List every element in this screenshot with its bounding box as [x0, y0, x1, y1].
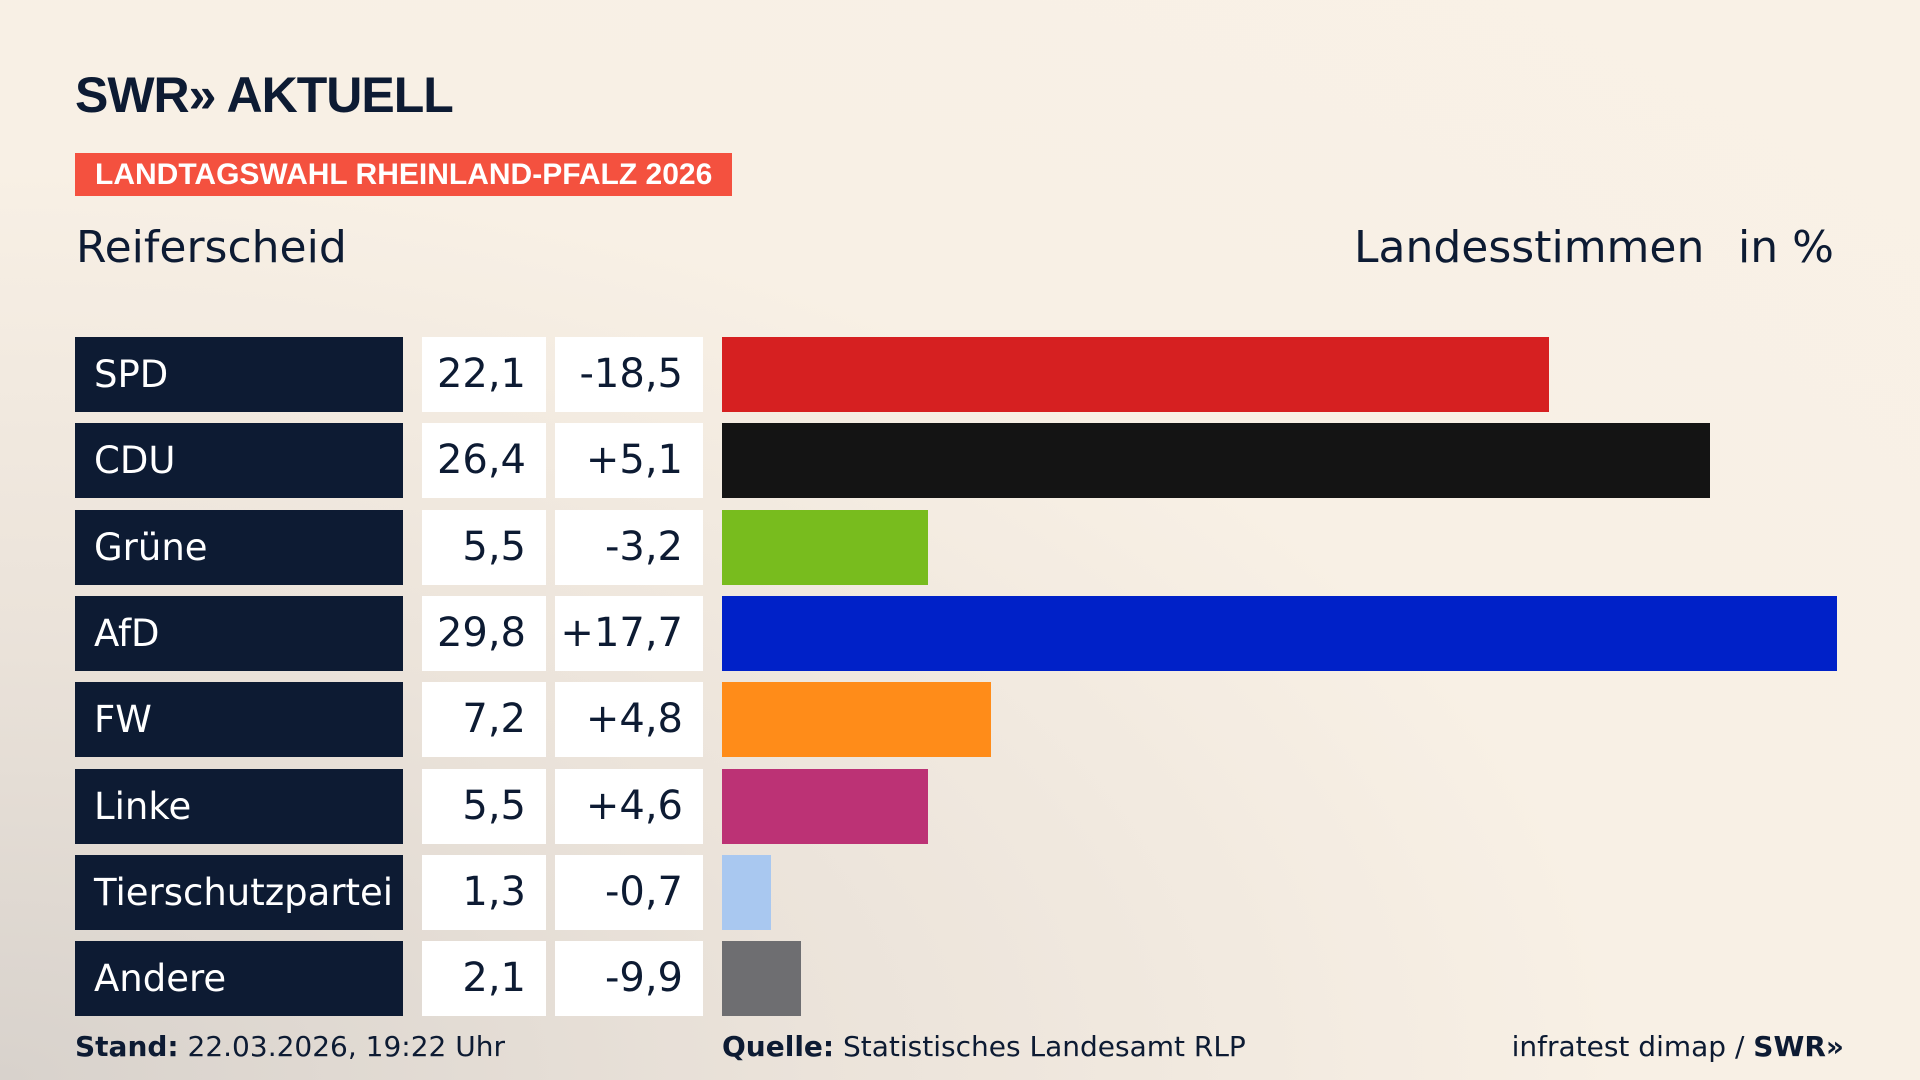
- measure-label: Landesstimmen: [1354, 222, 1705, 273]
- vote-change: -3,2: [555, 509, 703, 585]
- vote-change: -0,7: [555, 854, 703, 930]
- vote-change: +17,7: [555, 595, 703, 671]
- party-row: Grüne 5,5 -3,2: [0, 509, 1920, 585]
- source-value: Statistisches Landesamt RLP: [843, 1030, 1246, 1063]
- party-row: AfD 29,8 +17,7: [0, 595, 1920, 671]
- location-title: Reiferscheid: [76, 222, 347, 273]
- vote-share: 2,1: [422, 941, 546, 1017]
- party-row: Linke 5,5 +4,6: [0, 768, 1920, 844]
- party-row: FW 7,2 +4,8: [0, 682, 1920, 758]
- party-name: AfD: [75, 595, 403, 671]
- party-name: FW: [75, 682, 403, 758]
- party-row: Andere 2,1 -9,9: [0, 941, 1920, 1017]
- party-name: CDU: [75, 423, 403, 499]
- party-bar: [722, 595, 1837, 671]
- credit-text: infratest dimap /: [1511, 1030, 1754, 1063]
- party-bar: [722, 941, 801, 1017]
- party-bar: [722, 768, 928, 844]
- source: Quelle: Statistisches Landesamt RLP: [722, 1030, 1246, 1063]
- party-row: CDU 26,4 +5,1: [0, 423, 1920, 499]
- party-name: SPD: [75, 337, 403, 412]
- party-bar: [722, 509, 928, 585]
- swr-logo: SWR»: [1753, 1030, 1844, 1063]
- vote-change: -9,9: [555, 941, 703, 1017]
- vote-change: +5,1: [555, 423, 703, 499]
- party-name: Andere: [75, 941, 403, 1017]
- vote-share: 1,3: [422, 854, 546, 930]
- credit: infratest dimap / SWR»: [1512, 1030, 1844, 1063]
- vote-share: 29,8: [422, 595, 546, 671]
- party-name: Linke: [75, 768, 403, 844]
- party-bar: [722, 854, 771, 930]
- party-row: Tierschutzpartei 1,3 -0,7: [0, 854, 1920, 930]
- party-bar: [722, 682, 992, 758]
- vote-share: 26,4: [422, 423, 546, 499]
- vote-share: 7,2: [422, 682, 546, 758]
- vote-share: 5,5: [422, 509, 546, 585]
- party-bar: [722, 337, 1549, 412]
- swr-aktuell-logo: SWR» AKTUELL: [75, 67, 454, 123]
- party-bar: [722, 423, 1710, 499]
- vote-change: +4,8: [555, 682, 703, 758]
- vote-change: +4,6: [555, 768, 703, 844]
- stand-value: 22.03.2026, 19:22 Uhr: [187, 1030, 505, 1063]
- party-name: Tierschutzpartei: [75, 854, 403, 930]
- vote-share: 22,1: [422, 337, 546, 412]
- party-row: SPD 22,1 -18,5: [0, 337, 1920, 412]
- party-name: Grüne: [75, 509, 403, 585]
- vote-change: -18,5: [555, 337, 703, 412]
- source-label: Quelle:: [722, 1030, 835, 1063]
- stand-label: Stand:: [75, 1030, 179, 1063]
- stand: Stand: 22.03.2026, 19:22 Uhr: [75, 1030, 505, 1063]
- election-banner: LANDTAGSWAHL RHEINLAND-PFALZ 2026: [75, 153, 733, 196]
- unit-label: in %: [1738, 222, 1834, 273]
- vote-share: 5,5: [422, 768, 546, 844]
